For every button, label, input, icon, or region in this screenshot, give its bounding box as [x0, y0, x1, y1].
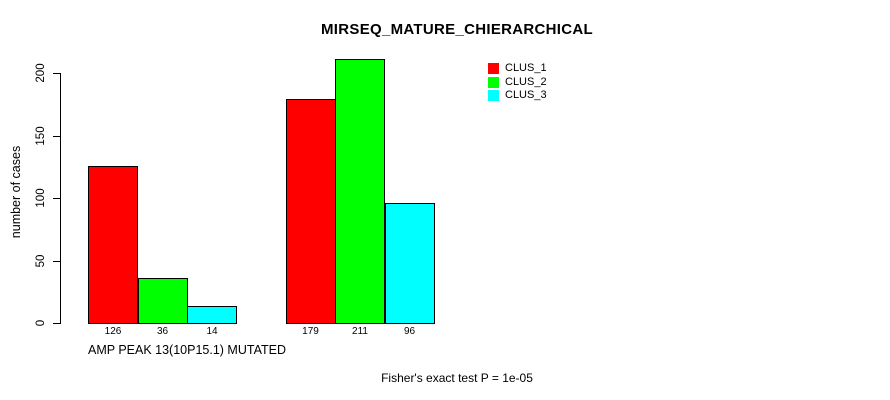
chart-title: MIRSEQ_MATURE_CHIERARCHICAL — [321, 21, 593, 38]
y-tick-mark — [53, 260, 60, 262]
y-tick-label: 50 — [35, 254, 47, 267]
legend-swatch-icon — [488, 76, 499, 88]
x-group-label: AMP PEAK 13(10P15.1) MUTATED — [88, 343, 286, 357]
bar-clus_1-group2 — [285, 99, 336, 324]
bar-value-label: 179 — [302, 326, 319, 337]
bar-clus_1-group1 — [88, 165, 138, 324]
legend-item-clus_3: CLUS_3 — [488, 90, 547, 101]
legend-item-clus_1: CLUS_1 — [488, 63, 547, 74]
footnote-text: Fisher's exact test P = 1e-05 — [381, 371, 533, 385]
y-tick-mark — [53, 323, 60, 324]
bar-value-label: 96 — [403, 326, 416, 337]
y-tick-label: 200 — [35, 63, 47, 83]
bar-value-label: 14 — [206, 326, 218, 337]
legend-swatch-icon — [488, 90, 499, 101]
bar-clus_2-group2 — [335, 59, 385, 324]
legend-swatch-icon — [488, 63, 499, 74]
bar-value-label: 36 — [156, 326, 169, 337]
bar-value-label: 211 — [352, 326, 368, 337]
y-axis-line — [60, 73, 61, 324]
legend-item-clus_2: CLUS_2 — [488, 75, 547, 88]
legend: CLUS_1 CLUS_2 CLUS_3 — [488, 63, 547, 104]
bar-clus_3-group1 — [187, 305, 237, 324]
y-tick-mark — [53, 198, 60, 199]
y-tick-mark — [53, 135, 60, 137]
y-axis-label: number of cases — [9, 145, 23, 239]
y-tick-label: 150 — [35, 125, 47, 146]
y-tick-label: 100 — [35, 188, 47, 208]
legend-label: CLUS_3 — [505, 89, 547, 101]
y-tick-mark — [53, 73, 60, 74]
y-tick-label: 0 — [35, 319, 47, 327]
legend-label: CLUS_2 — [505, 75, 547, 88]
legend-label: CLUS_1 — [505, 62, 547, 74]
bar-clus_2-group1 — [137, 278, 188, 324]
bar-value-label: 126 — [104, 326, 122, 337]
bar-clus_3-group2 — [384, 203, 435, 324]
